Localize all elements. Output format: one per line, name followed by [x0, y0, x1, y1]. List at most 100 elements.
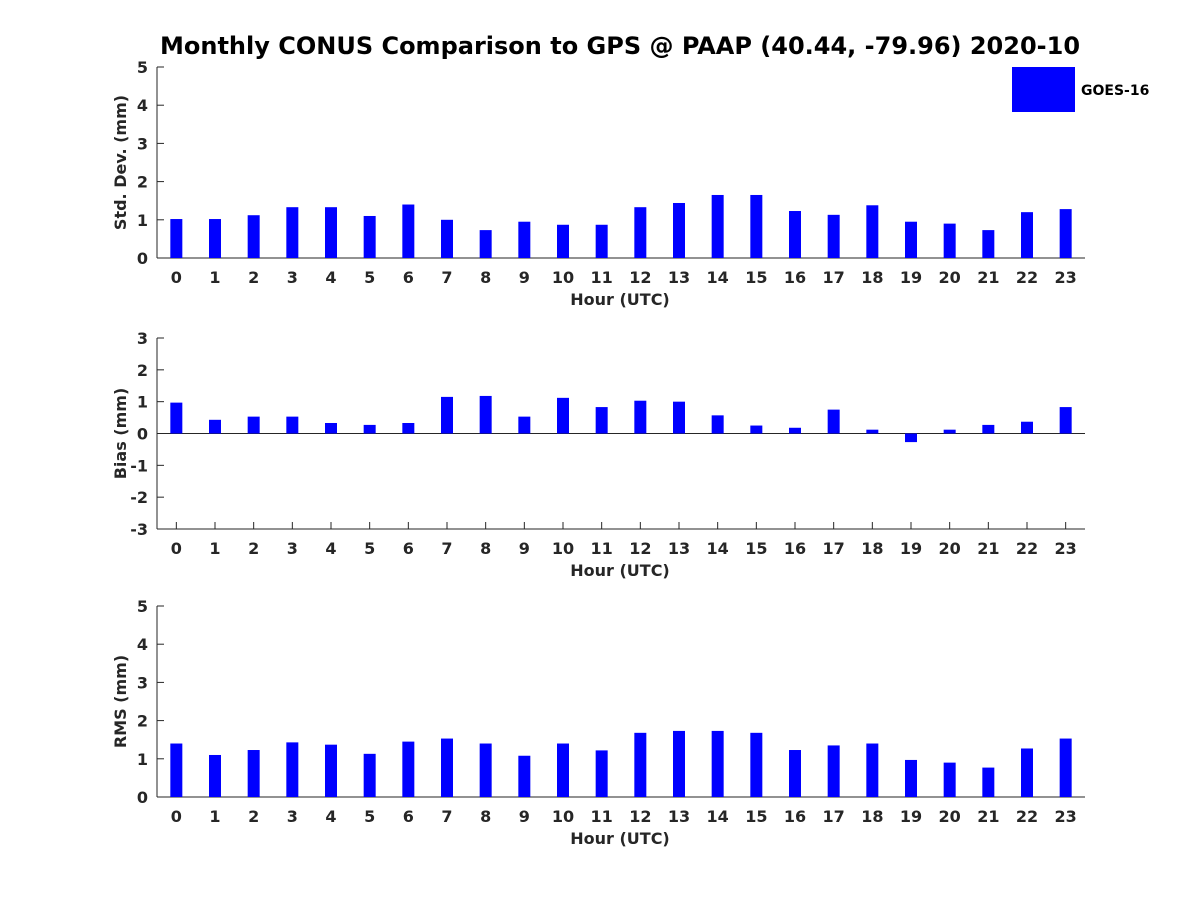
- chart-title: Monthly CONUS Comparison to GPS @ PAAP (…: [160, 32, 1080, 60]
- x-tick-label: 19: [900, 807, 922, 826]
- y-tick-label: 3: [137, 329, 148, 348]
- x-tick-label: 20: [939, 539, 961, 558]
- bar-bias-hour-2: [247, 416, 260, 434]
- y-tick-label: 3: [137, 134, 148, 153]
- bar-std-dev-hour-9: [518, 221, 531, 258]
- x-tick-label: 4: [325, 268, 336, 287]
- x-tick-label: 15: [745, 268, 767, 287]
- bar-std-dev-hour-19: [905, 221, 917, 258]
- bar-bias-hour-15: [750, 425, 763, 434]
- bar-bias-hour-5: [363, 424, 376, 434]
- x-tick-label: 5: [364, 539, 375, 558]
- x-axis-label: Hour (UTC): [570, 561, 670, 580]
- x-tick-label: 9: [519, 807, 530, 826]
- y-tick-label: -2: [130, 488, 148, 507]
- y-tick-label: 3: [137, 673, 148, 692]
- bar-rms-hour-10: [557, 743, 569, 797]
- x-tick-label: 13: [668, 268, 690, 287]
- bar-std-dev-hour-0: [170, 219, 183, 258]
- x-tick-label: 14: [707, 268, 729, 287]
- x-tick-label: 22: [1016, 807, 1038, 826]
- y-tick-label: -3: [130, 520, 148, 539]
- legend-label: GOES-16: [1081, 83, 1149, 99]
- x-tick-label: 4: [325, 539, 336, 558]
- x-axis-label: Hour (UTC): [570, 290, 670, 309]
- x-tick-label: 0: [171, 268, 182, 287]
- bar-rms-hour-5: [363, 753, 376, 797]
- bar-bias-hour-12: [634, 400, 647, 434]
- bar-rms-hour-0: [170, 743, 183, 797]
- bar-rms-hour-14: [711, 730, 724, 797]
- bar-bias-hour-8: [479, 395, 492, 434]
- x-tick-label: 22: [1016, 539, 1038, 558]
- bar-bias-hour-1: [209, 419, 221, 434]
- x-tick-label: 0: [171, 807, 182, 826]
- bar-bias-hour-21: [982, 424, 995, 434]
- x-tick-label: 20: [939, 268, 961, 287]
- bar-std-dev-hour-5: [363, 215, 376, 258]
- x-tick-label: 20: [939, 807, 961, 826]
- x-tick-label: 15: [745, 807, 767, 826]
- bar-bias-hour-16: [789, 427, 801, 434]
- y-tick-label: 2: [137, 173, 148, 192]
- bar-rms-hour-3: [286, 742, 299, 797]
- bar-bias-hour-6: [402, 422, 415, 434]
- y-tick-label: 2: [137, 712, 148, 731]
- bar-rms-hour-22: [1021, 748, 1033, 797]
- x-tick-label: 9: [519, 539, 530, 558]
- y-tick-label: 0: [137, 425, 148, 444]
- bar-std-dev-hour-1: [209, 219, 221, 258]
- x-tick-label: 2: [248, 539, 259, 558]
- y-tick-label: 0: [137, 788, 148, 807]
- bar-std-dev-hour-8: [479, 230, 492, 258]
- bar-std-dev-hour-23: [1059, 209, 1072, 258]
- bar-bias-hour-11: [595, 407, 608, 434]
- bar-bias-hour-3: [286, 416, 299, 434]
- x-tick-label: 3: [287, 268, 298, 287]
- bar-rms-hour-23: [1059, 738, 1072, 797]
- x-tick-label: 21: [977, 807, 999, 826]
- x-tick-label: 17: [823, 268, 845, 287]
- x-tick-label: 23: [1055, 268, 1077, 287]
- x-tick-label: 18: [861, 539, 883, 558]
- x-tick-label: 6: [403, 807, 414, 826]
- x-tick-label: 10: [552, 268, 574, 287]
- bar-bias-hour-23: [1059, 407, 1072, 434]
- x-tick-label: 12: [629, 268, 651, 287]
- x-tick-label: 19: [900, 268, 922, 287]
- bar-bias-hour-9: [518, 416, 531, 434]
- bar-rms-hour-18: [866, 743, 879, 797]
- bar-rms-hour-9: [518, 755, 531, 797]
- y-tick-label: 1: [137, 750, 148, 769]
- bar-rms-hour-20: [943, 762, 956, 797]
- x-tick-label: 1: [209, 268, 220, 287]
- bar-std-dev-hour-13: [673, 202, 685, 258]
- x-tick-label: 3: [287, 539, 298, 558]
- bar-std-dev-hour-10: [557, 224, 569, 258]
- bar-std-dev-hour-21: [982, 230, 995, 258]
- x-tick-label: 13: [668, 539, 690, 558]
- bar-std-dev-hour-20: [943, 223, 956, 258]
- y-tick-label: 5: [137, 58, 148, 77]
- bar-bias-hour-7: [441, 396, 453, 434]
- x-tick-label: 7: [441, 807, 452, 826]
- x-tick-label: 7: [441, 539, 452, 558]
- bar-bias-hour-4: [325, 422, 337, 434]
- x-tick-label: 21: [977, 539, 999, 558]
- x-tick-label: 10: [552, 539, 574, 558]
- bar-std-dev-hour-2: [247, 215, 260, 258]
- y-axis-label: RMS (mm): [111, 655, 130, 748]
- x-tick-label: 12: [629, 807, 651, 826]
- x-tick-label: 19: [900, 539, 922, 558]
- bar-rms-hour-13: [673, 730, 685, 797]
- x-tick-label: 7: [441, 268, 452, 287]
- y-axis-label: Bias (mm): [111, 388, 130, 480]
- bar-bias-hour-22: [1021, 421, 1033, 434]
- legend-swatch: [1012, 67, 1075, 112]
- bar-rms-hour-11: [595, 750, 608, 797]
- bar-rms-hour-6: [402, 741, 415, 797]
- x-tick-label: 22: [1016, 268, 1038, 287]
